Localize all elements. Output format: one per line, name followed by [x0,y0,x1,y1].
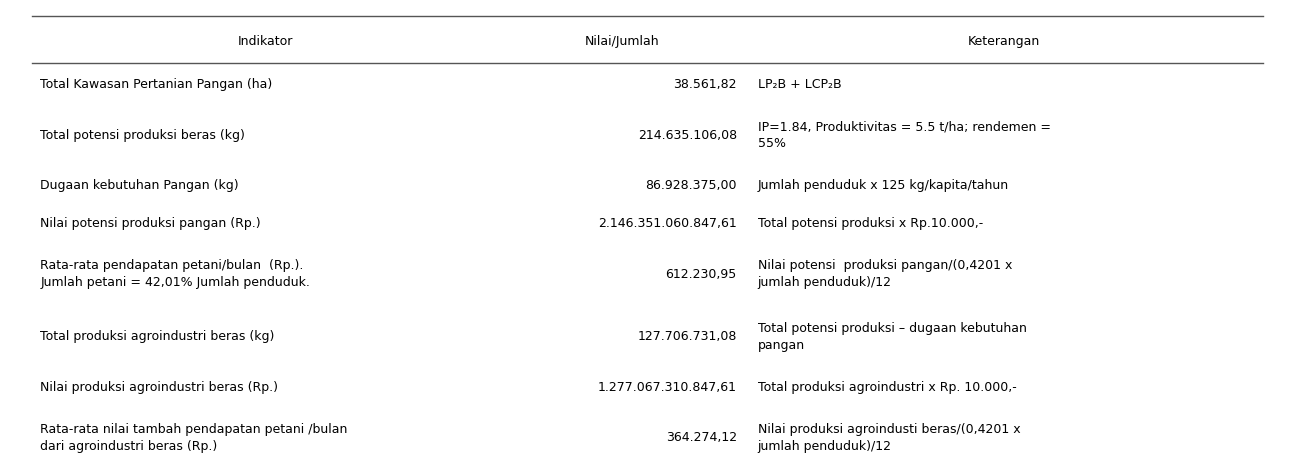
Text: Total produksi agroindustri x Rp. 10.000,-: Total produksi agroindustri x Rp. 10.000… [758,381,1017,394]
Text: Total potensi produksi – dugaan kebutuhan
pangan: Total potensi produksi – dugaan kebutuha… [758,322,1027,352]
Text: Nilai produksi agroindustri beras (Rp.): Nilai produksi agroindustri beras (Rp.) [40,381,278,394]
Text: Total potensi produksi beras (kg): Total potensi produksi beras (kg) [40,129,245,141]
Text: Nilai/Jumlah: Nilai/Jumlah [584,35,659,48]
Text: 2.146.351.060.847,61: 2.146.351.060.847,61 [598,217,737,230]
Text: Indikator: Indikator [238,35,293,48]
Text: Nilai potensi produksi pangan (Rp.): Nilai potensi produksi pangan (Rp.) [40,217,260,230]
Text: 214.635.106,08: 214.635.106,08 [637,129,737,141]
Text: 38.561,82: 38.561,82 [673,78,737,91]
Text: IP=1.84, Produktivitas = 5.5 t/ha; rendemen =
55%: IP=1.84, Produktivitas = 5.5 t/ha; rende… [758,120,1050,150]
Text: Nilai potensi  produksi pangan/(0,4201 x
jumlah penduduk)/12: Nilai potensi produksi pangan/(0,4201 x … [758,259,1011,289]
Text: 364.274,12: 364.274,12 [666,432,737,444]
Text: Rata-rata nilai tambah pendapatan petani /bulan
dari agroindustri beras (Rp.): Rata-rata nilai tambah pendapatan petani… [40,423,347,452]
Text: Total Kawasan Pertanian Pangan (ha): Total Kawasan Pertanian Pangan (ha) [40,78,272,91]
Text: Keterangan: Keterangan [967,35,1040,48]
Text: Rata-rata pendapatan petani/bulan  (Rp.).
Jumlah petani = 42,01% Jumlah penduduk: Rata-rata pendapatan petani/bulan (Rp.).… [40,259,310,289]
Text: Nilai produksi agroindusti beras/(0,4201 x
jumlah penduduk)/12: Nilai produksi agroindusti beras/(0,4201… [758,423,1020,452]
Text: 612.230,95: 612.230,95 [666,268,737,280]
Text: Jumlah penduduk x 125 kg/kapita/tahun: Jumlah penduduk x 125 kg/kapita/tahun [758,179,1009,192]
Text: 1.277.067.310.847,61: 1.277.067.310.847,61 [598,381,737,394]
Text: Total potensi produksi x Rp.10.000,-: Total potensi produksi x Rp.10.000,- [758,217,983,230]
Text: Dugaan kebutuhan Pangan (kg): Dugaan kebutuhan Pangan (kg) [40,179,238,192]
Text: LP₂B + LCP₂B: LP₂B + LCP₂B [758,78,842,91]
Text: Total produksi agroindustri beras (kg): Total produksi agroindustri beras (kg) [40,331,275,343]
Text: 127.706.731,08: 127.706.731,08 [637,331,737,343]
Text: 86.928.375,00: 86.928.375,00 [645,179,737,192]
